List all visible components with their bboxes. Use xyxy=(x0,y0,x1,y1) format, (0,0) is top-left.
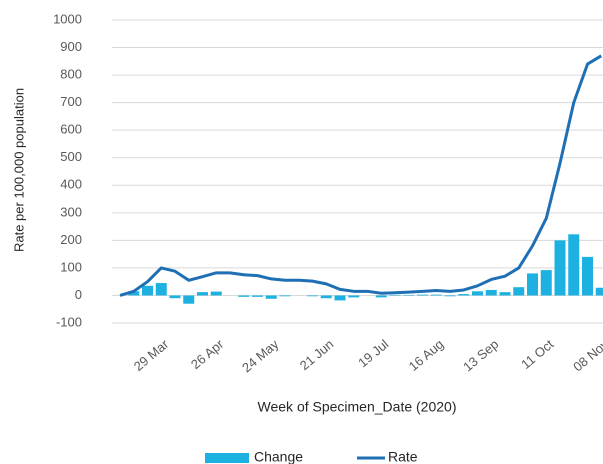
bar xyxy=(499,292,511,296)
bar xyxy=(417,294,428,296)
y-tick-label: 1000 xyxy=(53,11,82,26)
bar xyxy=(210,291,222,296)
bar xyxy=(320,295,332,299)
bar xyxy=(582,256,593,296)
bar xyxy=(513,287,525,296)
legend-label: Rate xyxy=(388,449,418,464)
y-tick-label: 600 xyxy=(60,122,82,137)
y-tick-label: 300 xyxy=(60,204,82,219)
bar xyxy=(375,295,387,298)
y-tick-label: -100 xyxy=(56,314,82,329)
bar xyxy=(554,240,566,296)
y-tick-label: 700 xyxy=(60,94,82,109)
marks xyxy=(119,54,603,304)
y-tick-label: 900 xyxy=(60,39,82,54)
x-tick-label: 21 Jun xyxy=(297,336,337,373)
legend-label: Change xyxy=(254,449,303,464)
y-tick-label: 0 xyxy=(75,287,82,302)
bar xyxy=(197,292,208,296)
bar xyxy=(334,295,346,301)
x-tick-label: 13 Sep xyxy=(460,336,501,374)
y-tick-label: 800 xyxy=(60,67,82,82)
x-tick-label: 16 Aug xyxy=(406,336,447,374)
y-tick-label: 500 xyxy=(60,149,82,164)
bar xyxy=(472,291,483,296)
bar xyxy=(128,291,140,296)
bar xyxy=(252,295,263,297)
x-tick-label: 11 Oct xyxy=(518,336,557,372)
y-axis-label: Rate per 100,000 population xyxy=(11,88,26,252)
bar xyxy=(142,285,153,296)
bar xyxy=(527,273,538,296)
bar xyxy=(279,295,291,297)
x-tick-label: 24 May xyxy=(239,336,282,375)
bar xyxy=(348,295,360,298)
y-tick-label: 400 xyxy=(60,177,82,192)
bar xyxy=(183,295,195,304)
bar xyxy=(265,295,277,299)
x-tick-label: 29 Mar xyxy=(131,336,172,374)
bar xyxy=(307,295,318,297)
x-axis-label: Week of Specimen_Date (2020) xyxy=(258,399,457,415)
bar xyxy=(169,295,181,299)
bar xyxy=(444,295,456,297)
y-tick-label: 100 xyxy=(60,259,82,274)
bar xyxy=(568,234,580,296)
rate-line xyxy=(119,54,603,297)
bar xyxy=(595,287,603,296)
bar xyxy=(540,270,552,296)
bar xyxy=(458,294,470,296)
bar xyxy=(155,283,167,296)
legend-swatch xyxy=(205,453,249,463)
bar xyxy=(389,294,401,296)
y-tick-label: 200 xyxy=(60,232,82,247)
bar xyxy=(485,289,497,296)
x-tick-label: 08 Nov xyxy=(570,336,603,374)
bar xyxy=(430,294,442,296)
bar xyxy=(238,295,250,297)
x-tick-label: 26 Apr xyxy=(188,336,227,372)
x-tick-label: 19 Jul xyxy=(355,336,391,370)
bar xyxy=(403,294,415,296)
